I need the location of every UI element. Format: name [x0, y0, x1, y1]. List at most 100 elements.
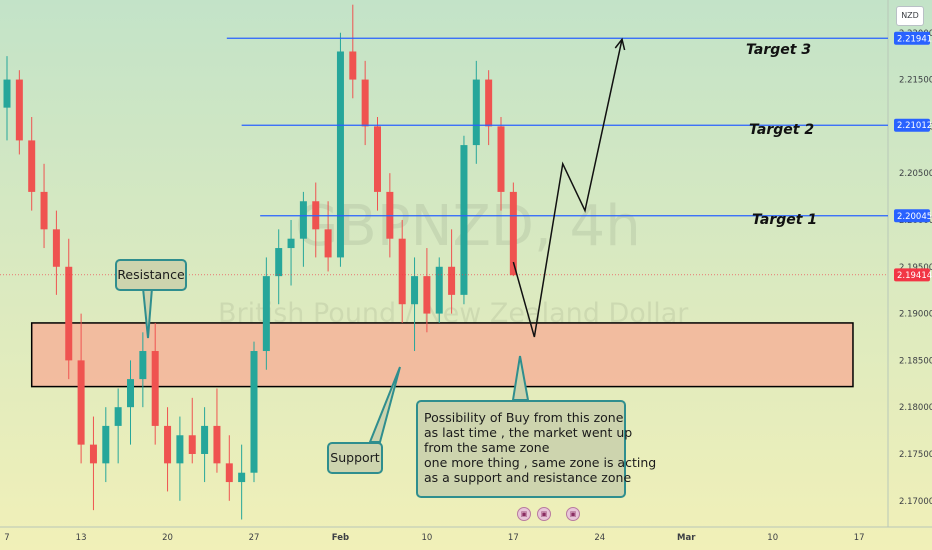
target-price-badge: 2.21941 [897, 34, 932, 44]
candle-body [151, 351, 159, 426]
candle-body [213, 425, 221, 464]
candle [374, 117, 381, 211]
price-tick-label: 2.19500 [899, 263, 932, 273]
price-tick-label: 2.17500 [899, 450, 932, 460]
candle-body [448, 266, 456, 295]
candle-body [411, 276, 419, 305]
projection-path [512, 39, 623, 338]
candle-body [225, 463, 233, 483]
candle-body [336, 51, 344, 258]
note-line: as a support and resistance zone [424, 470, 632, 485]
candle [336, 32, 344, 267]
candle-body [164, 425, 172, 464]
candle [3, 56, 11, 141]
support-callout[interactable]: Support [327, 442, 383, 474]
note-line: from the same zone [424, 440, 550, 455]
candle-body [374, 126, 381, 192]
candle [188, 397, 196, 464]
candle-body [250, 351, 258, 473]
candle [40, 163, 48, 249]
candle [275, 229, 283, 305]
price-tick-label: 2.18500 [899, 356, 932, 366]
time-tick-label: Feb [332, 533, 349, 543]
candle [52, 210, 60, 295]
candle-body [238, 472, 246, 483]
candle-body [485, 79, 493, 127]
candle-body [15, 79, 23, 141]
candle-body [460, 145, 468, 295]
candle [448, 229, 456, 314]
note-line: as last time , the market went up [424, 425, 633, 440]
candle [423, 248, 431, 333]
candle-body [102, 425, 110, 464]
time-tick-label: 17 [854, 533, 865, 543]
target-price-badge-bg [894, 31, 930, 45]
candle [102, 407, 110, 483]
candle-body [472, 79, 480, 146]
candle-body [201, 425, 209, 454]
time-tick-label: Mar [677, 533, 696, 543]
candle-body [349, 51, 357, 80]
candle [65, 238, 73, 380]
candle [398, 219, 406, 323]
candle-body [188, 435, 196, 454]
time-tick-label: 17 [508, 533, 519, 543]
candle [176, 416, 184, 501]
currency-badge[interactable]: NZD [896, 6, 924, 26]
candle [127, 360, 134, 445]
candle-body [361, 79, 369, 127]
time-tick-label: 13 [76, 533, 87, 543]
time-tick-label: 20 [162, 533, 173, 543]
time-tick-label: 7 [4, 533, 9, 543]
candle-body [435, 266, 443, 314]
economic-event-icon[interactable]: ▣ [517, 507, 531, 521]
candle [151, 322, 159, 445]
analysis-note-callout[interactable]: Possibility of Buy from this zone as las… [416, 400, 656, 498]
candle [164, 407, 172, 492]
candle [201, 407, 209, 483]
resistance-callout[interactable]: Resistance [115, 259, 187, 291]
candle [114, 388, 122, 464]
support-resistance-zone-layer [30, 322, 854, 388]
target-levels-layer [226, 37, 888, 217]
target-2-label: Target 2 [749, 122, 814, 138]
economic-event-icon[interactable]: ▣ [566, 507, 580, 521]
candle-body [299, 201, 307, 239]
candle-body [509, 191, 517, 276]
economic-event-icon[interactable]: ▣ [537, 507, 551, 521]
candle [15, 70, 23, 155]
candle-body [398, 238, 406, 305]
candle-body [65, 266, 73, 361]
candle [250, 341, 258, 483]
candle [77, 313, 85, 464]
candle [324, 201, 332, 272]
symbol-watermark: GBPNZD, 4h [295, 194, 641, 259]
candle [435, 257, 443, 323]
candles-layer [0, 4, 888, 520]
price-tick-label: 2.18000 [899, 403, 932, 413]
candle [89, 416, 97, 511]
price-tick-label: 2.21500 [899, 76, 932, 86]
candle-body [262, 276, 270, 352]
note-line: Possibility of Buy from this zone [424, 410, 624, 425]
candle-body [52, 229, 60, 267]
target-price-badge-bg [894, 118, 930, 132]
current-price-badge-bg [894, 268, 930, 282]
target-1-label: Target 1 [752, 212, 817, 228]
time-tick-label: 27 [249, 533, 260, 543]
candle [361, 60, 369, 146]
current-price-badge: 2.19414 [897, 271, 932, 281]
candle [349, 4, 357, 99]
candle [299, 191, 307, 267]
target-3-label: Target 3 [746, 42, 811, 58]
target-price-badge-bg [894, 209, 930, 223]
candle [411, 257, 419, 352]
candle-body [275, 248, 283, 277]
candle [139, 332, 147, 408]
candle-body [287, 238, 295, 249]
candle [213, 388, 221, 473]
candle-body [324, 229, 332, 258]
support-resistance-zone [30, 322, 854, 388]
